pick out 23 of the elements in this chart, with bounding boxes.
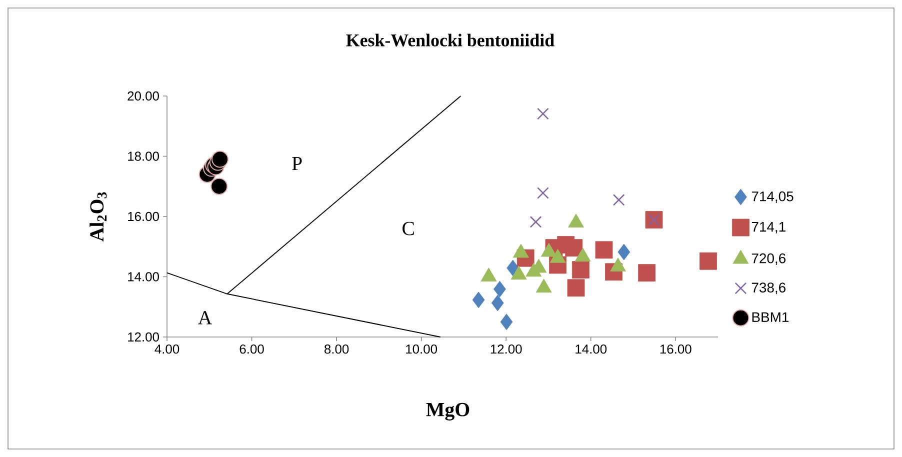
y-axis-title: Al$_{2}$O$_{3}$ (90, 192, 107, 242)
legend-label: BBM1 (752, 312, 789, 322)
legend-label: 714,05 (752, 191, 794, 203)
annotation: C (402, 222, 414, 236)
x-tick-label: 16.00 (660, 344, 692, 354)
x-axis-title: MgO (426, 402, 470, 420)
y-tick-label: 20.00 (128, 91, 159, 101)
y-tick-label: 16.00 (128, 212, 159, 222)
legend-label: 720,6 (752, 253, 786, 265)
y-tick-label: 12.00 (128, 332, 159, 342)
x-tick-label: 6.00 (240, 344, 264, 354)
annotation: P (292, 156, 302, 170)
legend-label: 738,6 (752, 282, 786, 294)
x-tick-label: 4.00 (154, 344, 180, 354)
annotation: A (198, 311, 212, 324)
x-tick-label: 14.00 (576, 344, 607, 354)
chart-title: Kesk-Wenlocki bentoniidid (346, 34, 554, 46)
y-tick-label: 18.00 (128, 152, 159, 161)
x-tick-label: 8.00 (324, 344, 349, 354)
y-tick-label: 14.00 (128, 272, 159, 282)
x-tick-label: 12.00 (490, 344, 522, 354)
legend-label: 714,1 (752, 222, 786, 234)
x-tick-label: 10.00 (406, 344, 438, 354)
